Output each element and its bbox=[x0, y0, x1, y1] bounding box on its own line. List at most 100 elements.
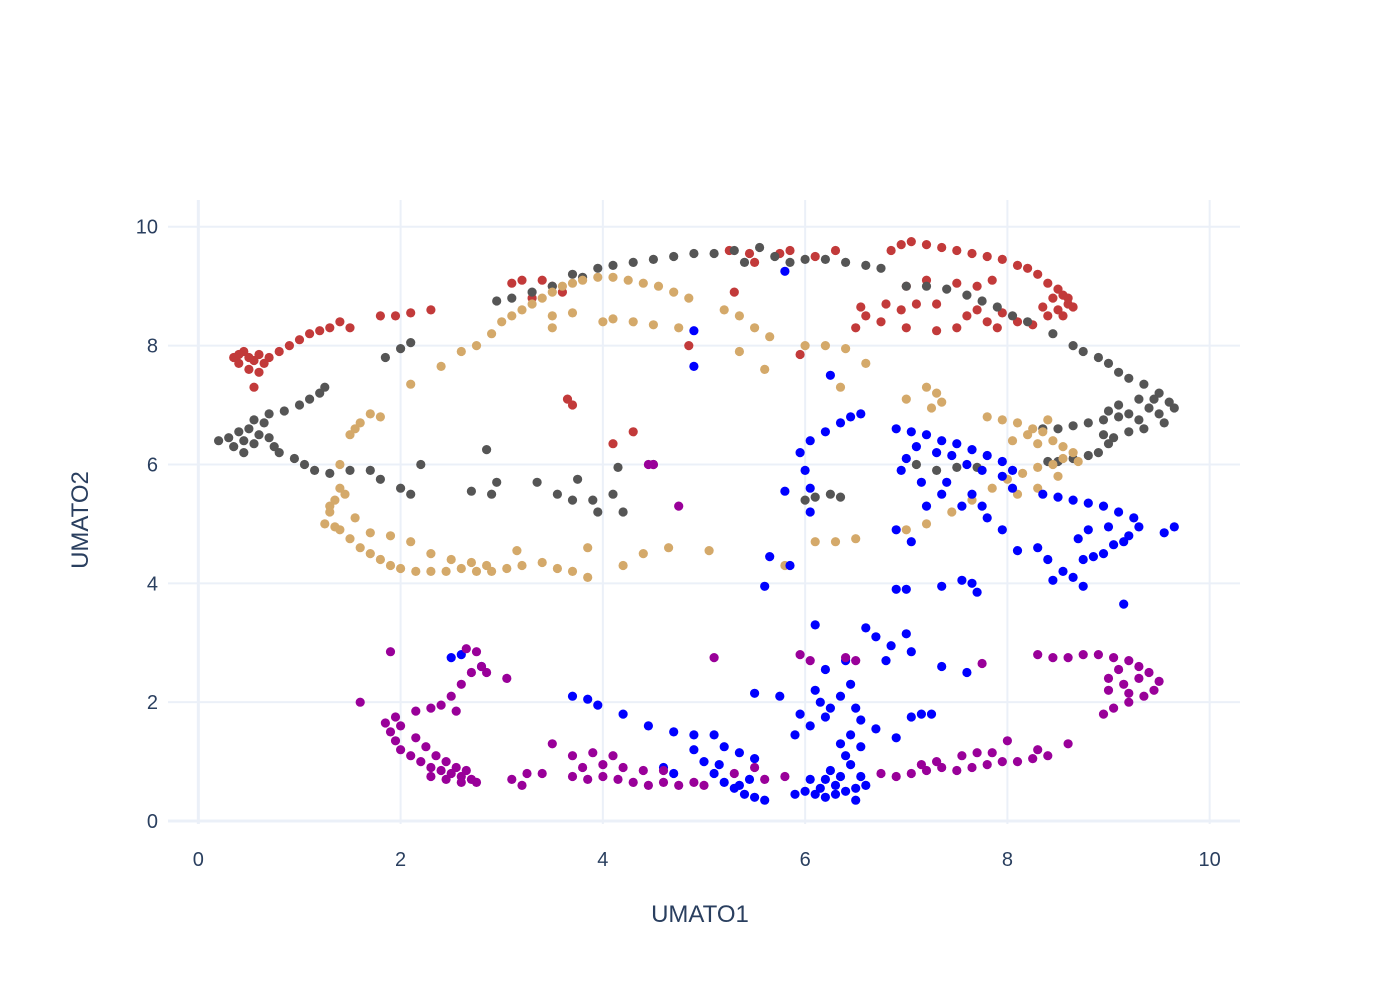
scatter-point bbox=[911, 299, 922, 309]
scatter-point bbox=[709, 653, 719, 663]
scatter-point bbox=[249, 439, 259, 449]
scatter-point bbox=[664, 543, 674, 553]
scatter-point bbox=[598, 760, 608, 770]
scatter-point bbox=[1098, 501, 1109, 511]
scatter-point bbox=[613, 774, 623, 785]
scatter-point bbox=[891, 771, 901, 782]
scatter-point bbox=[588, 748, 598, 758]
scatter-point bbox=[926, 403, 937, 413]
scatter-point bbox=[1043, 751, 1053, 761]
scatter-point bbox=[416, 757, 426, 767]
scatter-point bbox=[805, 774, 815, 785]
scatter-point bbox=[1048, 459, 1058, 470]
scatter-point bbox=[1002, 736, 1013, 746]
scatter-point bbox=[365, 528, 375, 538]
scatter-point bbox=[886, 641, 896, 651]
scatter-point bbox=[441, 566, 451, 577]
y-tick-label: 10 bbox=[136, 217, 158, 239]
scatter-point bbox=[244, 352, 254, 363]
scatter-point bbox=[588, 495, 598, 505]
scatter-point bbox=[552, 489, 563, 499]
scatter-point bbox=[628, 317, 638, 327]
scatter-point bbox=[856, 715, 866, 725]
scatter-point bbox=[340, 489, 350, 499]
scatter-point bbox=[861, 311, 871, 321]
scatter-point bbox=[1083, 525, 1093, 535]
scatter-point bbox=[567, 691, 578, 701]
scatter-point bbox=[1129, 513, 1139, 523]
scatter-point bbox=[244, 364, 254, 374]
scatter-point bbox=[1144, 667, 1154, 678]
scatter-point bbox=[729, 245, 739, 256]
scatter-point bbox=[1007, 483, 1018, 493]
scatter-point bbox=[578, 275, 588, 285]
scatter-point bbox=[446, 653, 456, 663]
scatter-point bbox=[765, 552, 775, 562]
scatter-point bbox=[466, 486, 476, 496]
scatter-point bbox=[805, 483, 815, 493]
scatter-point bbox=[1033, 650, 1043, 660]
scatter-point bbox=[1012, 546, 1023, 556]
scatter-point bbox=[952, 439, 962, 449]
scatter-point bbox=[471, 341, 482, 351]
scatter-point bbox=[901, 323, 911, 333]
scatter-point bbox=[406, 489, 416, 499]
scatter-point bbox=[1124, 373, 1134, 383]
scatter-point bbox=[932, 465, 942, 475]
scatter-point bbox=[1078, 650, 1088, 660]
scatter-point bbox=[952, 278, 962, 288]
scatter-point bbox=[982, 251, 992, 262]
scatter-point bbox=[714, 760, 724, 770]
scatter-point bbox=[962, 459, 972, 470]
scatter-point bbox=[906, 537, 916, 547]
scatter-point bbox=[886, 245, 896, 256]
scatter-point bbox=[729, 768, 739, 779]
scatter-point bbox=[820, 774, 831, 785]
scatter-point bbox=[856, 302, 866, 312]
scatter-point bbox=[284, 341, 294, 351]
scatter-point bbox=[517, 305, 527, 315]
scatter-point bbox=[436, 765, 446, 776]
scatter-point bbox=[390, 311, 401, 321]
scatter-point bbox=[972, 281, 982, 291]
scatter-point bbox=[1033, 483, 1043, 493]
scatter-point bbox=[785, 245, 795, 256]
scatter-point bbox=[466, 667, 476, 678]
scatter-point bbox=[567, 308, 578, 318]
scatter-point bbox=[244, 424, 254, 434]
scatter-point bbox=[365, 409, 375, 419]
scatter-point bbox=[835, 382, 846, 392]
scatter-point bbox=[1083, 498, 1093, 508]
scatter-point bbox=[1038, 427, 1048, 437]
scatter-point bbox=[426, 771, 436, 782]
scatter-point bbox=[396, 745, 406, 755]
scatter-point bbox=[977, 296, 987, 306]
scatter-point bbox=[487, 489, 497, 499]
scatter-point bbox=[608, 489, 618, 499]
scatter-point bbox=[1058, 442, 1068, 452]
scatter-point bbox=[239, 436, 249, 446]
scatter-point bbox=[997, 471, 1007, 481]
scatter-point bbox=[628, 427, 638, 437]
scatter-point bbox=[1048, 575, 1058, 585]
scatter-point bbox=[320, 382, 330, 392]
scatter-point bbox=[1023, 430, 1033, 440]
scatter-point bbox=[805, 436, 815, 446]
scatter-point bbox=[249, 382, 259, 392]
scatter-point bbox=[1124, 688, 1134, 698]
scatter-point bbox=[669, 768, 679, 779]
grid-lines bbox=[168, 200, 1240, 824]
scatter-point bbox=[760, 774, 770, 785]
scatter-point bbox=[937, 397, 947, 407]
scatter-point bbox=[1043, 278, 1053, 288]
scatter-point bbox=[294, 335, 305, 345]
scatter-point bbox=[522, 768, 532, 779]
tick-labels: 0 2 4 6 8 10 0 2 4 6 8 10 bbox=[136, 217, 1221, 871]
scatter-point bbox=[421, 742, 431, 752]
scatter-point bbox=[456, 777, 466, 788]
scatter-point bbox=[790, 789, 800, 799]
scatter-point bbox=[497, 317, 507, 327]
scatter-point bbox=[618, 762, 628, 773]
scatter-point bbox=[851, 323, 861, 333]
